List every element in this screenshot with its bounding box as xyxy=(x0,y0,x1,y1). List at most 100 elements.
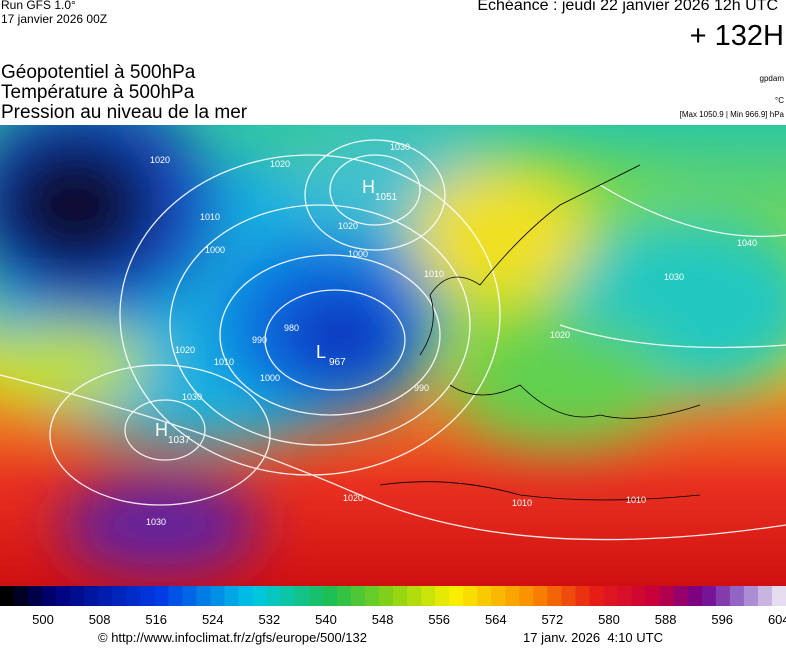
colorbar-swatch xyxy=(196,586,212,606)
colorbar-swatch xyxy=(84,586,99,606)
colorbar-swatch xyxy=(603,586,619,606)
colorbar-swatch xyxy=(70,586,85,606)
colorbar-swatch xyxy=(617,586,633,606)
contour-label: 1030 xyxy=(182,392,202,402)
colorbar-swatch xyxy=(140,586,155,606)
colorbar-swatch xyxy=(519,586,534,606)
colorbar-swatch xyxy=(701,586,717,606)
colorbar: 500 508 516 524 532 540 548 556 564 572 580 588 596 6… xyxy=(0,586,786,626)
colorbar-swatch xyxy=(463,586,478,606)
colorbar-swatch xyxy=(308,586,324,606)
contour-label: 1010 xyxy=(214,357,234,367)
center-value: 1037 xyxy=(168,435,191,446)
center-value: 967 xyxy=(329,357,346,368)
colorbar-swatch xyxy=(435,586,450,606)
center-letter: H xyxy=(155,420,168,440)
colorbar-swatch xyxy=(729,586,745,606)
contour-label: 1010 xyxy=(424,269,444,279)
contour-label: 1030 xyxy=(146,517,166,527)
colorbar-swatch xyxy=(182,586,197,606)
colorbar-label: 564 xyxy=(485,612,507,626)
colorbar-swatch xyxy=(407,586,422,606)
lead-time: + 132H xyxy=(689,20,784,52)
contour-label: 990 xyxy=(414,383,429,393)
colorbar-label: 500 xyxy=(32,612,54,626)
colorbar-label: 548 xyxy=(372,612,394,626)
contour-label: 1020 xyxy=(550,330,570,340)
unit: gpdam xyxy=(759,74,784,83)
center-letter: L xyxy=(316,342,326,362)
contour-label: 1010 xyxy=(512,498,532,508)
colorbar-swatch xyxy=(491,586,506,606)
contour-label: 1010 xyxy=(200,212,220,222)
colorbar-swatch xyxy=(364,586,380,606)
colorbar-swatch xyxy=(238,586,254,606)
contour-label: 1020 xyxy=(150,155,170,165)
colorbar-swatch xyxy=(42,586,57,606)
colorbar-swatch xyxy=(505,586,520,606)
colorbar-swatch xyxy=(0,586,15,606)
colorbar-swatch xyxy=(687,586,703,606)
colorbar-swatch xyxy=(757,586,773,606)
colorbar-swatch xyxy=(477,586,492,606)
colorbar-swatch xyxy=(673,586,689,606)
contour-label: 1010 xyxy=(626,495,646,505)
colorbar-swatch xyxy=(252,586,268,606)
colorbar-label: 532 xyxy=(259,612,281,626)
colorbar-label: 540 xyxy=(315,612,337,626)
contour-label: 1020 xyxy=(338,221,358,231)
colorbar-swatch xyxy=(378,586,394,606)
contour-label: 980 xyxy=(284,323,299,333)
colorbar-swatch xyxy=(547,586,562,606)
contour-label: 990 xyxy=(252,335,267,345)
contour-label: 1000 xyxy=(348,249,368,259)
colorbar-swatch xyxy=(645,586,661,606)
colorbar-swatch xyxy=(743,586,759,606)
contour-label: 1000 xyxy=(205,245,225,255)
colorbar-label: 604 xyxy=(768,612,786,626)
contour-label: 1020 xyxy=(175,345,195,355)
colorbar-swatch xyxy=(168,586,183,606)
colorbar-swatch xyxy=(294,586,310,606)
colorbar-swatch xyxy=(393,586,408,606)
colorbar-swatch xyxy=(715,586,731,606)
colorbar-swatch xyxy=(575,586,590,606)
run: Run GFS 1.0° xyxy=(1,0,76,12)
contour-label: 1030 xyxy=(390,142,410,152)
colorbar-label: 524 xyxy=(202,612,224,626)
colorbar-label: 572 xyxy=(542,612,564,626)
colorbar-swatch xyxy=(322,586,338,606)
colorbar-swatch xyxy=(659,586,675,606)
colorbar-label: 556 xyxy=(428,612,450,626)
contour-label: 1040 xyxy=(737,238,757,248)
colorbar-swatch xyxy=(421,586,436,606)
colorbar-swatch xyxy=(771,586,786,606)
colorbar-swatch xyxy=(98,586,113,606)
colorbar-swatch xyxy=(112,586,127,606)
colorbar-swatch xyxy=(336,586,352,606)
colorbar-label: 508 xyxy=(89,612,111,626)
contour-label: 1030 xyxy=(664,272,684,282)
contour-label: 1000 xyxy=(260,373,280,383)
colorbar-swatch xyxy=(154,586,169,606)
unit: [Max 1050.9 | Min 966.9] hPa xyxy=(679,110,784,119)
center-value: 1051 xyxy=(375,192,398,203)
contour-label: 1020 xyxy=(270,159,290,169)
colorbar-swatch xyxy=(14,586,29,606)
colorbar-swatch xyxy=(210,586,226,606)
generated: 17 janv. 2026 4:10 UTC xyxy=(523,630,663,645)
field: Géopotentiel à 500hPa xyxy=(1,62,196,83)
url: © http://www.infoclimat.fr/z/gfs/europe/… xyxy=(98,630,367,645)
colorbar-swatch xyxy=(561,586,576,606)
colorbar-label: 516 xyxy=(145,612,167,626)
colorbar-label: 588 xyxy=(655,612,677,626)
colorbar-swatch xyxy=(280,586,296,606)
field: Température à 500hPa xyxy=(1,82,195,103)
field: Pression au niveau de la mer xyxy=(1,102,248,123)
colorbar-swatch xyxy=(56,586,71,606)
colorbar-swatch xyxy=(266,586,282,606)
run-date: 17 janvier 2026 00Z xyxy=(1,12,108,26)
echeance: Echéance : jeudi 22 janvier 2026 12h UTC xyxy=(477,0,778,14)
colorbar-swatch xyxy=(589,586,605,606)
colorbar-swatch xyxy=(350,586,366,606)
